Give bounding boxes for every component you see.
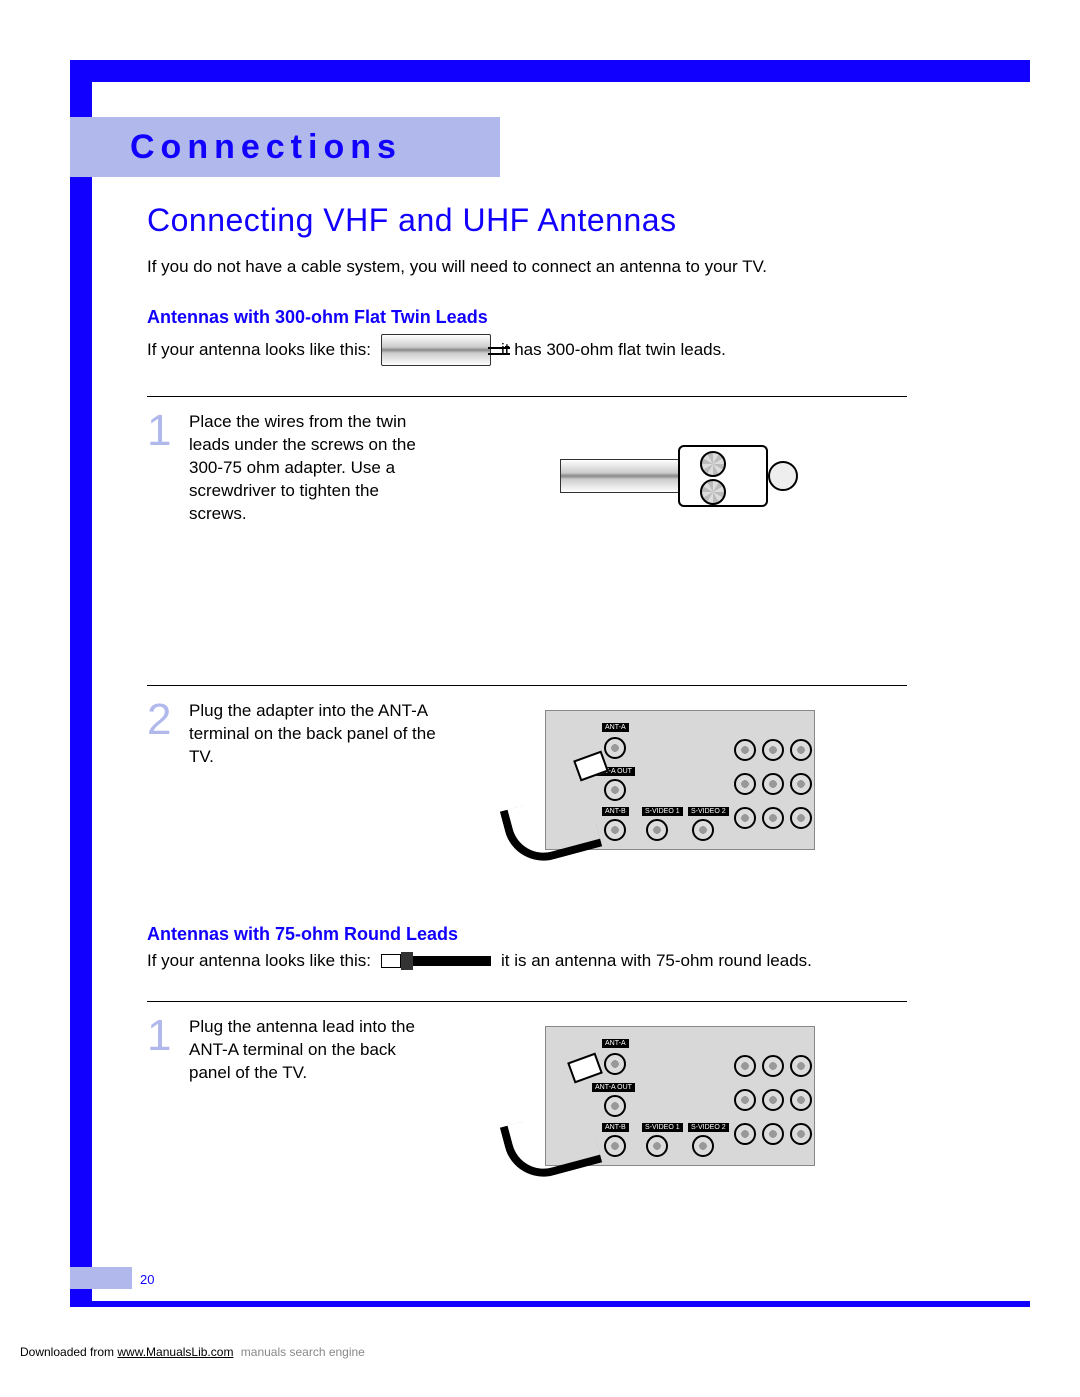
step-number: 1 bbox=[147, 1016, 175, 1056]
label-sv1: S-VIDEO 1 bbox=[642, 807, 683, 816]
step-text: Plug the adapter into the ANT-A terminal… bbox=[189, 700, 439, 769]
label-ant-b: ANT-B bbox=[602, 807, 629, 816]
label-ant-b: ANT-B bbox=[602, 1123, 629, 1132]
intro-text: If you do not have a cable system, you w… bbox=[147, 257, 1000, 277]
footer-prefix: Downloaded from bbox=[20, 1345, 117, 1359]
antenna-b-leadin: If your antenna looks like this: bbox=[147, 951, 371, 971]
antenna-a-leadout: it has 300-ohm flat twin leads. bbox=[501, 340, 726, 360]
antenna-b-leadout: it is an antenna with 75-ohm round leads… bbox=[501, 951, 812, 971]
step-a2: 2 Plug the adapter into the ANT-A termin… bbox=[147, 685, 907, 850]
antenna-b-inline: If your antenna looks like this: it is a… bbox=[147, 951, 1000, 971]
subheading-300ohm: Antennas with 300-ohm Flat Twin Leads bbox=[147, 307, 1000, 328]
twin-lead-icon bbox=[381, 334, 491, 366]
label-sv2: S-VIDEO 2 bbox=[688, 807, 729, 816]
coax-lead-icon bbox=[381, 954, 491, 968]
footer-link[interactable]: www.ManualsLib.com bbox=[117, 1345, 233, 1359]
step-b1: 1 Plug the antenna lead into the ANT-A t… bbox=[147, 1001, 907, 1166]
footer-suffix: manuals search engine bbox=[241, 1345, 365, 1359]
label-ant-a: ANT-A bbox=[602, 1039, 629, 1048]
step-number: 2 bbox=[147, 700, 175, 740]
page-number-tab bbox=[70, 1267, 132, 1289]
subheading-75ohm: Antennas with 75-ohm Round Leads bbox=[147, 924, 1000, 945]
label-sv1: S-VIDEO 1 bbox=[642, 1123, 683, 1132]
page-number: 20 bbox=[140, 1272, 154, 1287]
label-sv2: S-VIDEO 2 bbox=[688, 1123, 729, 1132]
label-a-out: ANT-A OUT bbox=[592, 1083, 635, 1092]
step-text: Place the wires from the twin leads unde… bbox=[189, 411, 439, 526]
section-title: Connecting VHF and UHF Antennas bbox=[147, 202, 1000, 239]
label-ant-a: ANT-A bbox=[602, 723, 629, 732]
chapter-banner: Connections bbox=[70, 117, 500, 177]
step-number: 1 bbox=[147, 411, 175, 451]
antenna-a-leadin: If your antenna looks like this: bbox=[147, 340, 371, 360]
page-frame: Connections Connecting VHF and UHF Anten… bbox=[70, 60, 1030, 1307]
footer-attribution: Downloaded from www.ManualsLib.com manua… bbox=[20, 1345, 365, 1359]
adapter-diagram bbox=[453, 411, 907, 531]
step-a1: 1 Place the wires from the twin leads un… bbox=[147, 396, 907, 531]
content-area: Connecting VHF and UHF Antennas If you d… bbox=[147, 202, 1000, 1180]
tv-panel-diagram: ANT-A ANT-A OUT ANT-B S-VIDEO 1 S-VIDEO … bbox=[453, 700, 907, 850]
step-text: Plug the antenna lead into the ANT-A ter… bbox=[189, 1016, 439, 1085]
tv-panel-diagram-2: ANT-A ANT-A OUT ANT-B S-VIDEO 1 S-VIDEO … bbox=[453, 1016, 907, 1166]
antenna-a-inline: If your antenna looks like this: it has … bbox=[147, 334, 1000, 366]
chapter-title: Connections bbox=[130, 128, 402, 167]
